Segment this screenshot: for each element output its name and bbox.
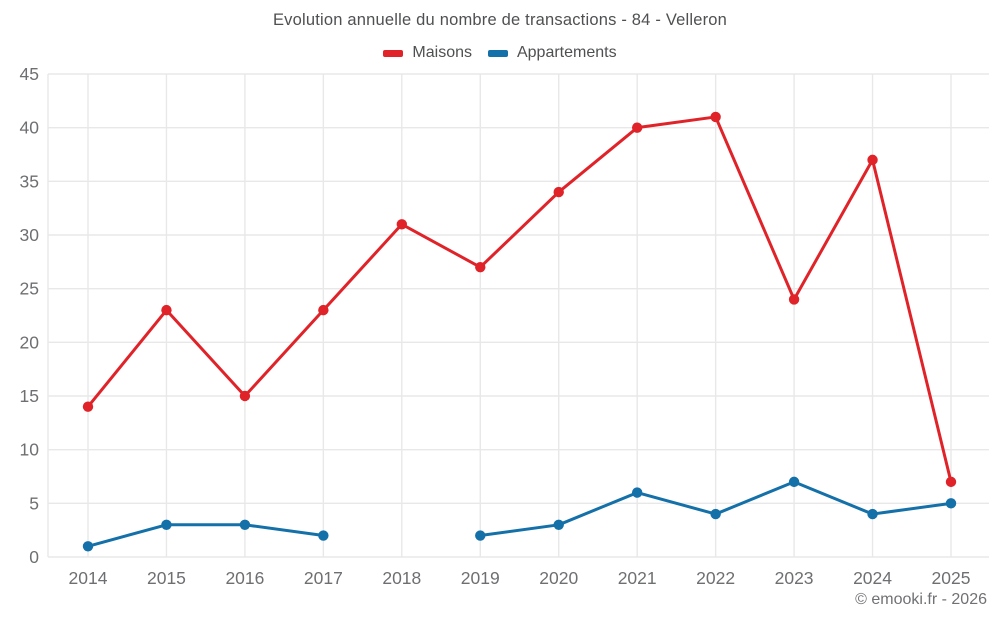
- data-point-maisons-2016[interactable]: Maisons 2016: 15: [239, 390, 251, 402]
- maisons-swatch-icon: [383, 49, 404, 57]
- x-tick-label: 2016: [225, 568, 264, 588]
- data-point-maisons-2024[interactable]: Maisons 2024: 37: [867, 154, 878, 166]
- data-point-appartements-2014[interactable]: Appartements 2014: 1: [82, 541, 94, 552]
- chart-title: Evolution annuelle du nombre de transact…: [272, 11, 728, 29]
- data-point-maisons-2022[interactable]: Maisons 2022: 41: [710, 111, 721, 123]
- data-point-maisons-2015[interactable]: Maisons 2015: 23: [161, 304, 172, 316]
- data-point-appartements-2020[interactable]: Appartements 2020: 3: [553, 519, 564, 530]
- x-tick-label: 2014: [69, 568, 108, 588]
- y-tick-label: 40: [20, 118, 40, 138]
- chart-legend: Maisons Appartements: [0, 44, 1000, 62]
- x-tick-label: 2017: [304, 568, 343, 588]
- y-tick-label: 20: [20, 332, 40, 352]
- data-point-appartements-2024[interactable]: Appartements 2024: 4: [867, 508, 878, 520]
- x-tick-label: 2019: [461, 568, 500, 588]
- data-point-maisons-2020[interactable]: Maisons 2020: 34: [553, 186, 564, 198]
- data-point-maisons-2025[interactable]: Maisons 2025: 7: [945, 476, 957, 488]
- y-tick-label: 30: [20, 225, 40, 245]
- data-point-appartements-2019[interactable]: Appartements 2019: 2: [475, 530, 486, 541]
- legend-item-maisons[interactable]: Maisons: [383, 44, 472, 62]
- data-point-maisons-2019[interactable]: Maisons 2019: 27: [475, 262, 486, 273]
- y-tick-label: 15: [20, 386, 39, 406]
- x-tick-label: 2020: [539, 568, 578, 588]
- data-point-appartements-2023[interactable]: Appartements 2023: 7: [788, 476, 800, 488]
- data-point-maisons-2021[interactable]: Maisons 2021: 40: [631, 122, 643, 133]
- series-line-appartements: [86, 523, 325, 548]
- data-point-appartements-2015[interactable]: Appartements 2015: 3: [161, 519, 172, 530]
- data-point-maisons-2014[interactable]: Maisons 2014: 14: [82, 401, 94, 412]
- legend-label-appartements: Appartements: [516, 44, 617, 61]
- data-point-appartements-2022[interactable]: Appartements 2022: 4: [710, 508, 721, 520]
- x-tick-label: 2024: [853, 568, 892, 588]
- data-point-appartements-2025[interactable]: Appartements 2025: 5: [945, 498, 957, 509]
- y-tick-label: 25: [20, 279, 39, 299]
- data-point-maisons-2017[interactable]: Maisons 2017: 23: [318, 304, 329, 316]
- data-point-appartements-2021[interactable]: Appartements 2021: 6: [631, 487, 643, 498]
- legend-label-maisons: Maisons: [412, 44, 472, 61]
- data-point-maisons-2018[interactable]: Maisons 2018: 31: [396, 219, 408, 230]
- data-point-maisons-2023[interactable]: Maisons 2023: 24: [788, 294, 800, 305]
- footer-credit: © emooki.fr - 2026: [855, 591, 987, 608]
- x-tick-label: 2021: [618, 568, 657, 588]
- y-tick-label: 35: [20, 171, 39, 191]
- x-tick-label: 2018: [382, 568, 421, 588]
- x-tick-label: 2022: [696, 568, 735, 588]
- x-tick-label: 2015: [147, 568, 186, 588]
- data-point-appartements-2016[interactable]: Appartements 2016: 3: [239, 519, 251, 530]
- y-tick-label: 0: [29, 547, 39, 567]
- y-tick-label: 5: [29, 493, 39, 513]
- y-tick-label: 10: [20, 440, 40, 460]
- data-point-appartements-2017[interactable]: Appartements 2017: 2: [318, 530, 329, 541]
- series-line-maisons: [86, 115, 953, 484]
- legend-item-appartements[interactable]: Appartements: [487, 44, 617, 62]
- appartements-swatch-icon: [487, 49, 508, 57]
- y-tick-label: 45: [20, 64, 39, 84]
- x-tick-label: 2025: [932, 568, 971, 588]
- x-tick-label: 2023: [775, 568, 814, 588]
